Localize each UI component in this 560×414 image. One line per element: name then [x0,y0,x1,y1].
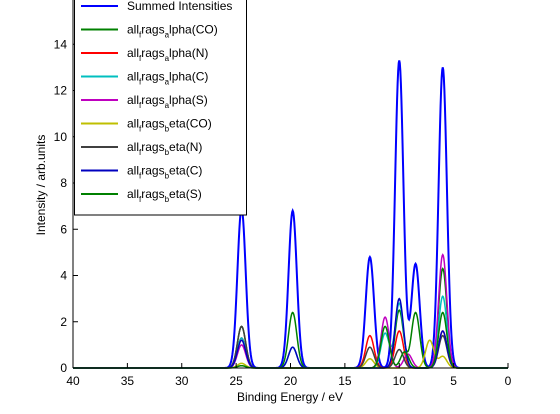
y-tick-label-6: 12 [54,84,68,98]
y-tick-label-2: 4 [60,269,67,283]
legend-label-6: allfragsbeta(N) [127,140,202,157]
y-tick-label-0: 0 [60,361,67,375]
axes-layer: 40 35 30 25 20 15 10 5 0 0 2 4 6 8 10 12 14 [54,0,512,388]
x-tick-label-5: 15 [338,374,352,388]
x-tick-label-6: 10 [393,374,407,388]
y-tick-label-1: 2 [60,315,67,329]
x-tick-label-0: 40 [66,374,80,388]
legend-label-3: allfragsalpha(C) [127,70,208,87]
y-tick-label-7: 14 [54,37,68,51]
y-tick-label-4: 8 [60,176,67,190]
legend-label-0: Summed Intensities [127,0,232,13]
x-tick-label-2: 30 [175,374,189,388]
x-tick-label-4: 20 [284,374,298,388]
legend-label-1: allfragsalpha(CO) [127,23,218,40]
x-tick-label-3: 25 [229,374,243,388]
legend: Summed Intensities allfragsalpha(CO) allfr… [74,0,247,216]
legend-label-5: allfragsbeta(CO) [127,117,212,134]
y-tick-label-5: 10 [54,130,68,144]
legend-label-7: allfragsbeta(C) [127,164,202,181]
x-axis-title: Binding Energy / eV [237,390,343,404]
legend-label-2: allfragsalpha(N) [127,46,208,63]
y-axis-title: Intensity / arb.units [34,135,48,236]
legend-label-4: allfragsalpha(S) [127,93,208,110]
y-tick-label-3: 6 [60,222,67,236]
x-tick-label-7: 5 [450,374,457,388]
x-tick-label-8: 0 [505,374,512,388]
legend-label-8: allfragsbeta(S) [127,187,202,204]
x-tick-label-1: 35 [121,374,135,388]
legend-box [74,0,247,216]
